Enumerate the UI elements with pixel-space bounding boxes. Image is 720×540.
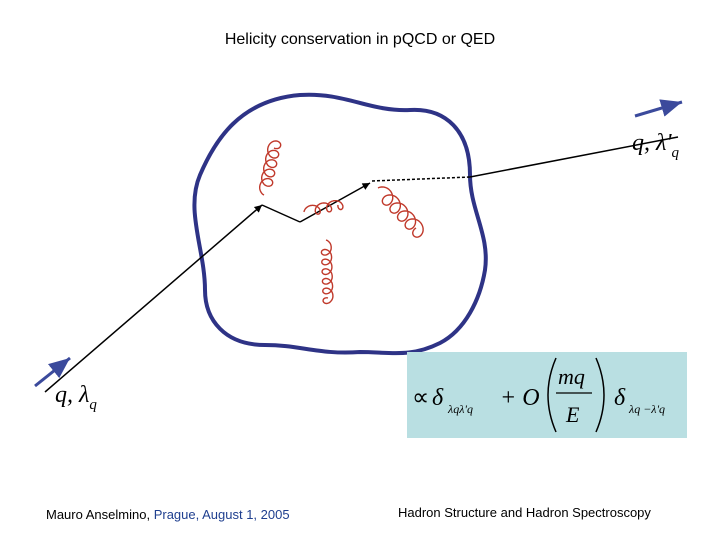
quark-line-dashed xyxy=(371,176,471,182)
outgoing-label: q, λ'q xyxy=(632,130,680,161)
incoming-label: q, λq xyxy=(55,382,97,413)
paren xyxy=(595,357,605,433)
subscript: λq −λ'q xyxy=(628,402,665,416)
footer-right: Hadron Structure and Hadron Spectroscopy xyxy=(398,505,651,520)
incoming-quark xyxy=(44,204,263,393)
gluon-coil xyxy=(320,239,334,305)
numerator: mq xyxy=(558,364,585,389)
helicity-arrow xyxy=(634,99,683,118)
title: Helicity conservation in pQCD or QED xyxy=(225,31,495,48)
gluons xyxy=(259,140,424,305)
gluon-coil xyxy=(377,186,424,238)
delta: δ xyxy=(432,385,444,411)
proportional: ∝ xyxy=(412,385,429,411)
label-main: q, λ xyxy=(55,382,89,408)
denominator: E xyxy=(565,402,580,427)
big-o: + O xyxy=(500,385,540,411)
delta: δ xyxy=(614,385,626,411)
quark-line xyxy=(261,204,301,223)
formula-box xyxy=(407,352,687,438)
label-main: q, λ' xyxy=(632,130,672,156)
subscript: λqλ'q xyxy=(447,402,473,416)
outgoing-quark xyxy=(469,136,679,178)
gluon-coil xyxy=(303,200,344,215)
helicity-arrow xyxy=(34,356,71,388)
label-sub: q xyxy=(672,145,680,161)
label-sub: q xyxy=(89,397,97,413)
formula: ∝ δ λqλ'q + O mq E δ λq −λ'q xyxy=(412,357,665,433)
interaction-blob xyxy=(192,92,488,356)
footer-left: Mauro Anselmino, Prague, August 1, 2005 xyxy=(46,507,290,522)
author: Mauro Anselmino, xyxy=(46,507,150,522)
quark-line xyxy=(299,182,371,223)
paren xyxy=(547,357,557,433)
place-date: Prague, August 1, 2005 xyxy=(154,507,290,522)
gluon-coil xyxy=(259,140,282,196)
